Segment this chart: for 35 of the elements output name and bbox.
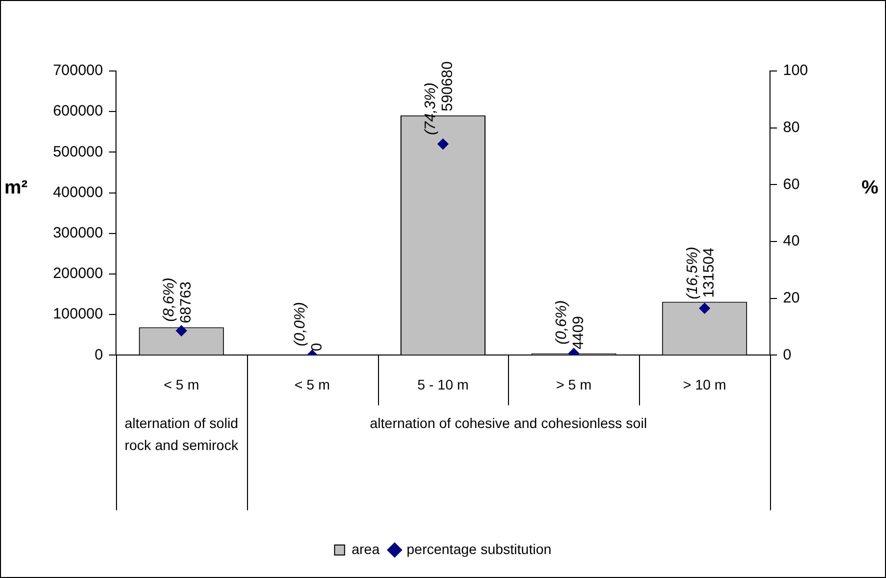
data-label: 0 — [308, 342, 326, 352]
y2-tick-label: 80 — [783, 118, 800, 136]
y2-axis-title: % — [862, 177, 879, 198]
y-tick-label: 700000 — [52, 62, 103, 80]
y2-tick-label: 20 — [783, 290, 800, 306]
x-tick-label: > 5 m — [556, 376, 592, 392]
data-label: (74,3%) — [422, 82, 440, 136]
x-tick-label: < 5 m — [164, 376, 200, 392]
data-label: (0,6%) — [552, 300, 570, 344]
y-tick-label: 100000 — [52, 306, 103, 323]
text: alternation of cohesive and cohesionless soil — [370, 415, 647, 432]
x-tick-label: 5 - 10 m — [417, 376, 469, 392]
x-tick-label: > 10 m — [683, 376, 726, 392]
data-label: 590680 — [439, 61, 456, 112]
y-tick-label: 600000 — [52, 102, 103, 120]
legend-label: percentage substitution — [406, 540, 552, 557]
legend-label: area — [352, 540, 380, 557]
y2-tick-label: 60 — [783, 176, 800, 193]
y2-tick-label: 100 — [783, 62, 808, 80]
text: alternation of solid rock and semirock — [124, 415, 240, 454]
y-tick-label: 0 — [94, 346, 103, 364]
y-tick-label: 200000 — [52, 265, 103, 282]
data-label: (16,5%) — [684, 246, 701, 300]
y-tick-label: 400000 — [52, 184, 103, 201]
y2-tick-label: 0 — [783, 346, 792, 364]
y-tick-label: 500000 — [52, 143, 103, 160]
y-tick-label: 300000 — [52, 224, 103, 242]
data-label: 4409 — [570, 316, 587, 350]
data-label: 131504 — [700, 248, 718, 298]
y2-tick-label: 40 — [783, 232, 800, 250]
data-label: 68763 — [178, 282, 195, 324]
x-tick-label: < 5 m — [294, 376, 330, 392]
y-axis-title: m² — [4, 177, 28, 198]
data-label: (0,0%) — [291, 302, 308, 346]
data-label: (8,6%) — [160, 278, 178, 322]
